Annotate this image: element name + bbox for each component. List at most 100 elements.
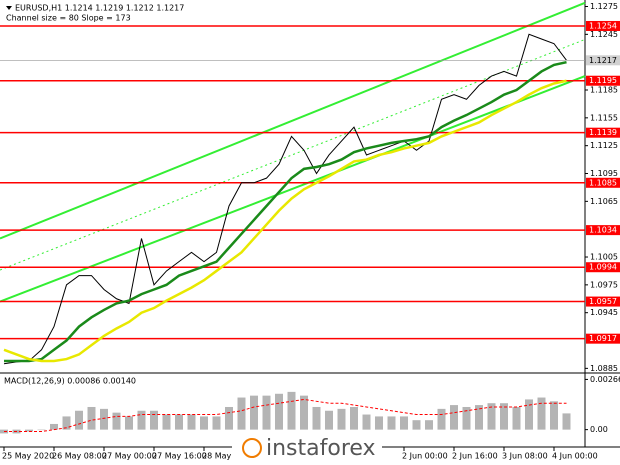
level-label: 1.0917 xyxy=(589,334,617,343)
macd-bar xyxy=(325,410,333,430)
level-label-box xyxy=(586,20,620,31)
macd-bar xyxy=(62,416,71,430)
macd-bar xyxy=(300,395,308,430)
x-tick-label: 2 Jun 16:00 xyxy=(452,452,498,461)
level-label: 1.1139 xyxy=(589,128,617,137)
macd-bar xyxy=(87,406,96,430)
macd-bar xyxy=(212,416,221,430)
header: EURUSD,H1 1.1214 1.1219 1.1212 1.1217 xyxy=(15,4,184,13)
macd-bar xyxy=(412,420,421,430)
macd-bar xyxy=(525,399,533,430)
macd-bar xyxy=(187,414,196,430)
y-tick-label: 1.1065 xyxy=(590,197,618,206)
macd-bar xyxy=(437,408,446,430)
macd-bar xyxy=(362,414,371,430)
macd-bar xyxy=(375,416,383,430)
x-tick-label: 27 May 16:00 xyxy=(152,452,207,461)
y-tick-label: 1.1245 xyxy=(590,30,618,39)
x-tick-label: 27 May 00:00 xyxy=(102,452,157,461)
macd-bar xyxy=(562,413,571,430)
macd-bar xyxy=(125,416,133,430)
channel-upper xyxy=(0,1,586,240)
macd-bar xyxy=(237,397,246,430)
macd-bar xyxy=(262,395,271,430)
level-label: 1.0994 xyxy=(589,263,617,272)
y-tick-label: 1.0945 xyxy=(590,308,618,317)
macd-bar xyxy=(512,406,521,430)
y-tick-label: 0.00 xyxy=(590,425,608,434)
macd-bar xyxy=(200,416,208,430)
y-tick-label: 1.0885 xyxy=(590,364,618,373)
macd-bar xyxy=(137,410,146,430)
macd-bar xyxy=(550,401,558,430)
macd-bar xyxy=(275,393,283,430)
macd-bar xyxy=(37,429,46,431)
x-tick-label: 26 May 08:00 xyxy=(52,452,107,461)
macd-bar xyxy=(500,403,508,430)
chart-title: Channel size = 80 Slope = 173 xyxy=(6,14,131,23)
macd-bar xyxy=(350,406,358,430)
level-label-box xyxy=(586,333,620,344)
macd-bar xyxy=(75,410,83,430)
macd-bar xyxy=(450,405,458,430)
macd-bar xyxy=(537,397,546,430)
macd-bar xyxy=(150,410,158,430)
menu-icon xyxy=(6,6,12,10)
level-label-box xyxy=(586,262,620,273)
level-label-box xyxy=(586,75,620,86)
level-label: 1.1195 xyxy=(589,76,617,85)
x-tick-label: 3 Jun 08:00 xyxy=(502,452,548,461)
level-label: 1.1034 xyxy=(589,226,617,235)
current-price-box xyxy=(586,55,620,66)
level-label-box xyxy=(586,127,620,138)
level-label-box xyxy=(586,296,620,307)
channel-lower xyxy=(0,75,586,303)
macd-bar xyxy=(425,420,433,430)
y-tick-label: 1.1095 xyxy=(590,169,618,178)
price-line xyxy=(3,33,567,365)
current-price-label: 1.1217 xyxy=(589,56,617,65)
y-tick-label: 1.1185 xyxy=(590,86,618,95)
macd-bar xyxy=(175,414,183,430)
logo xyxy=(242,438,262,458)
macd-bar xyxy=(112,412,121,430)
y-tick-label: 1.1275 xyxy=(590,2,618,11)
macd-bar xyxy=(462,406,471,430)
x-tick-label: 4 Jun 00:00 xyxy=(552,452,598,461)
watermark: instaforex xyxy=(266,436,376,461)
macd-bar xyxy=(225,406,233,430)
moving-average xyxy=(4,60,567,363)
macd-bar xyxy=(162,414,171,430)
watermark-box xyxy=(232,430,382,465)
x-tick-label: 25 May 2020 xyxy=(2,452,54,461)
level-label: 1.1254 xyxy=(589,21,617,30)
level-label: 1.0957 xyxy=(589,297,617,306)
macd-bar xyxy=(312,406,321,430)
macd-bar xyxy=(50,423,58,430)
level-label: 1.1085 xyxy=(589,178,617,187)
y-tick-label: 1.0975 xyxy=(590,280,618,289)
macd-bar xyxy=(387,416,396,430)
moving-average xyxy=(3,79,567,363)
macd-bar xyxy=(100,408,108,430)
macd-bar xyxy=(337,408,346,430)
macd-title: MACD(12,26,9) 0.00086 0.00140 xyxy=(4,377,136,386)
macd-bar xyxy=(475,405,483,430)
y-tick-label: 1.1005 xyxy=(590,253,618,262)
level-label-box xyxy=(586,225,620,236)
macd-bar xyxy=(25,429,33,432)
x-tick-label: 2 Jun 00:00 xyxy=(402,452,448,461)
y-tick-label: 0.00266 xyxy=(590,375,620,384)
y-tick-label: 1.1155 xyxy=(590,113,618,122)
level-label-box xyxy=(586,177,620,188)
macd-bar xyxy=(400,416,408,430)
macd-bar xyxy=(287,391,296,430)
signal-line xyxy=(4,398,567,433)
macd-bar xyxy=(250,395,258,430)
y-tick-label: 1.1125 xyxy=(590,141,618,150)
x-tick-label: 28 May xyxy=(202,452,232,461)
macd-bar xyxy=(487,403,496,430)
